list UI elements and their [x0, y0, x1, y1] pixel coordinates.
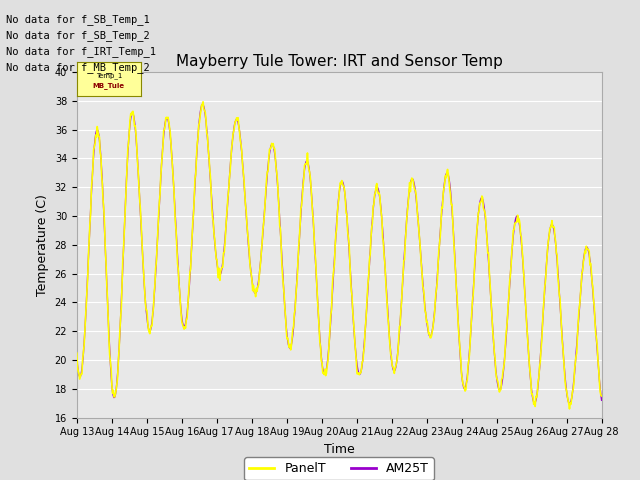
- Text: No data for f_SB_Temp_2: No data for f_SB_Temp_2: [6, 30, 150, 41]
- Text: No data for f_IRT_Temp_1: No data for f_IRT_Temp_1: [6, 46, 156, 57]
- Text: Temp_1: Temp_1: [95, 72, 122, 79]
- Text: No data for f_MB_Temp_2: No data for f_MB_Temp_2: [6, 62, 150, 73]
- Text: MB_Tule: MB_Tule: [93, 83, 125, 89]
- Y-axis label: Temperature (C): Temperature (C): [36, 194, 49, 296]
- Title: Mayberry Tule Tower: IRT and Sensor Temp: Mayberry Tule Tower: IRT and Sensor Temp: [176, 54, 502, 70]
- Legend: PanelT, AM25T: PanelT, AM25T: [244, 457, 434, 480]
- Text: No data for f_SB_Temp_1: No data for f_SB_Temp_1: [6, 14, 150, 25]
- X-axis label: Time: Time: [324, 443, 355, 456]
